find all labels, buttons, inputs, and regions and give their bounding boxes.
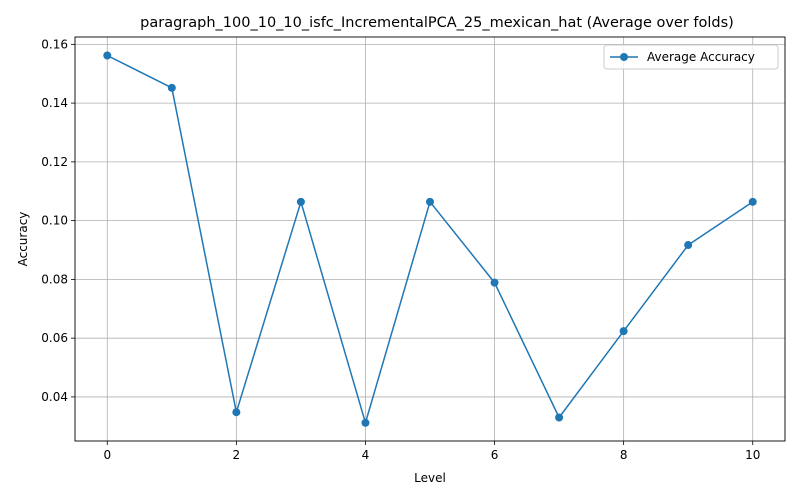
data-point <box>167 83 176 92</box>
x-axis-ticks: 0 2 4 6 8 10 <box>103 441 760 462</box>
x-tick-label: 2 <box>233 448 241 462</box>
x-tick-label: 0 <box>103 448 111 462</box>
x-tick-label: 10 <box>745 448 760 462</box>
x-tick-label: 8 <box>620 448 628 462</box>
y-tick-label: 0.14 <box>41 96 68 110</box>
data-point <box>490 278 499 287</box>
grid-lines <box>75 37 785 441</box>
y-tick-label: 0.04 <box>41 390 68 404</box>
data-point <box>296 197 305 206</box>
x-tick-label: 4 <box>362 448 370 462</box>
data-point <box>684 241 693 250</box>
y-tick-label: 0.12 <box>41 155 68 169</box>
data-point <box>232 408 241 417</box>
chart-title: paragraph_100_10_10_isfc_IncrementalPCA_… <box>140 15 734 31</box>
series-layer <box>103 51 757 427</box>
y-tick-label: 0.16 <box>41 37 68 51</box>
y-tick-label: 0.06 <box>41 331 68 345</box>
legend-box <box>603 44 779 70</box>
y-axis-label: Accuracy <box>16 212 30 267</box>
data-point <box>103 51 112 60</box>
x-tick-label: 6 <box>491 448 499 462</box>
data-point <box>619 327 628 336</box>
data-point <box>361 418 370 427</box>
data-point <box>555 413 564 422</box>
series-line <box>106 54 754 424</box>
x-axis-label: Level <box>414 471 446 485</box>
legend-marker-swatch <box>620 53 628 61</box>
y-axis-ticks: 0.04 0.06 0.08 0.10 0.12 0.14 0.16 <box>41 37 75 404</box>
y-tick-label: 0.10 <box>41 214 68 228</box>
legend: Average Accuracy <box>603 44 779 70</box>
plot-area-frame <box>74 36 786 442</box>
y-tick-label: 0.08 <box>41 272 68 286</box>
data-point <box>748 197 757 206</box>
legend-label: Average Accuracy <box>647 50 755 64</box>
data-point <box>426 197 434 206</box>
